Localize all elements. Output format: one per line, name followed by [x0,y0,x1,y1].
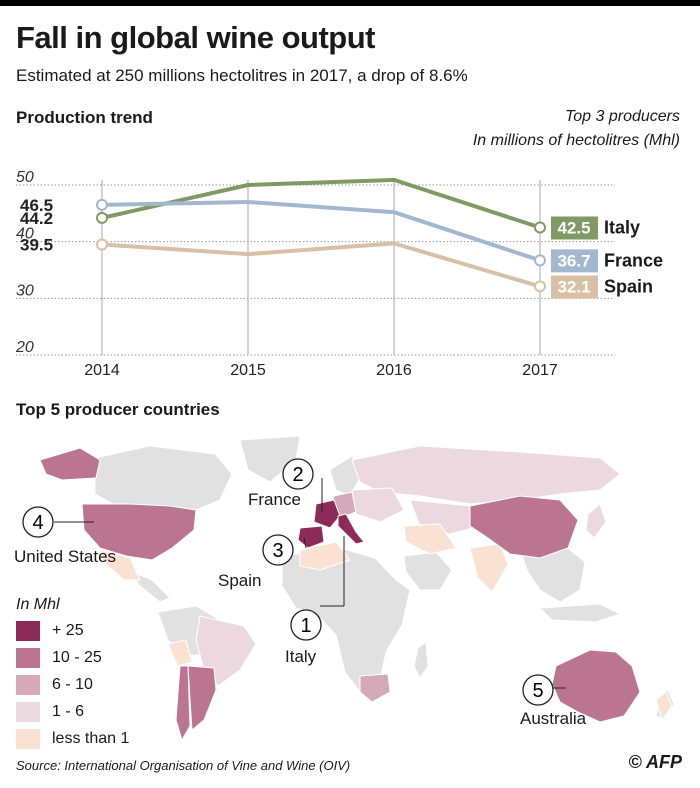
end-label-italy: 42.5 [557,219,590,238]
page-subtitle: Estimated at 250 millions hectolitres in… [16,66,468,85]
rank-5: 5 [532,680,543,702]
legend-item-10-25: 10 - 25 [16,647,102,669]
end-label-france: 36.7 [557,251,590,270]
south-africa-shape [359,673,391,703]
chile-shape [175,665,191,742]
legend-swatch [16,648,40,668]
legend-title: In Mhl [16,596,60,613]
madagascar-shape [413,641,429,679]
rank-2: 2 [292,464,303,486]
rank-circle-5 [522,674,554,706]
start-label-spain: 39.5 [20,236,53,255]
label-italy: Italy [285,647,317,666]
legend-swatch [16,702,40,722]
end-label-box-france [551,249,598,273]
japan-shape [585,503,607,539]
production-trend-chart: 20 30 40 50 2014 2015 2016 2017 44.246.5 39.5 42.5… [15,169,663,379]
nz-tint-shape [655,691,673,722]
data-point-spain [534,280,546,293]
legend-swatch [16,621,40,641]
y-tick-label: 50 [16,169,34,186]
rank-1: 1 [300,615,311,637]
series-name-italy: Italy [604,218,640,238]
label-spain: Spain [218,571,261,590]
rank-circle-4 [22,506,54,538]
trend-note-units: In millions of hectolitres (Mhl) [472,132,680,149]
data-point-italy [96,211,108,224]
series-name-france: France [604,250,663,270]
legend-label: 6 - 10 [52,676,93,693]
argentina-shape [187,665,217,732]
x-tick-label: 2017 [522,362,558,379]
label-france: France [248,490,301,509]
data-point-france [534,254,546,267]
page-title: Fall in global wine output [16,20,375,55]
afp-credit: © AFP [628,752,682,772]
label-australia: Australia [520,709,587,728]
start-label-france: 46.5 [20,196,53,215]
y-tick-label: 30 [16,282,34,299]
arabia-shape [403,551,453,591]
y-tick-label: 40 [16,226,34,243]
legend-label: less than 1 [52,730,130,747]
source-note: Source: International Organisation of Vi… [16,758,351,773]
legend-item-6-10: 6 - 10 [16,674,93,696]
series-name-spain: Spain [604,276,653,296]
spain-shape [297,525,325,549]
data-point-france [96,198,108,211]
australia-shape [551,649,641,723]
map-section-title: Top 5 producer countries [16,400,220,419]
x-tick-label: 2015 [230,362,266,379]
rank-circle-2 [282,458,314,490]
y-tick-label: 20 [15,339,34,356]
map-leader-lines [54,478,566,689]
legend-label: 1 - 6 [52,703,85,720]
map-background-land [94,435,675,721]
rank-4: 4 [32,512,43,534]
legend-swatch [16,675,40,695]
label-united-states: United States [14,547,116,566]
indonesia-shape [538,603,622,623]
mexico-shape [99,549,141,581]
rank-circle-1 [290,609,322,641]
top-rule [0,0,700,6]
data-point-italy [534,221,546,234]
start-label-italy: 44.2 [20,209,53,228]
world-map: 2 3 1 4 5 France Spain Italy United Stat… [14,435,675,742]
legend-item-less-than-1: less than 1 [16,728,129,750]
rank-markers: 2 3 1 4 5 [22,458,554,706]
rank-3: 3 [272,540,283,562]
legend-label: 10 - 25 [52,649,102,666]
data-point-spain [96,238,108,251]
series-line-spain [101,241,541,289]
turkey-iran-shape [403,523,457,555]
trend-section-title: Production trend [16,108,153,127]
country-labels: France Spain Italy United States Austral… [14,490,587,728]
legend-label: + 25 [52,622,84,639]
north-africa-shape [299,541,351,571]
india-shape [469,543,509,593]
france-shape [313,499,341,529]
legend-item-25plus: + 25 [16,620,84,642]
end-label-box-italy [551,216,598,240]
alaska-shape [39,447,101,481]
usa-shape [81,503,197,561]
rank-circle-3 [262,534,294,566]
x-tick-label: 2016 [376,362,412,379]
x-tick-label: 2014 [84,362,120,379]
china-shape [469,495,579,559]
legend-item-1-6: 1 - 6 [16,701,84,723]
trend-note-top3: Top 3 producers [564,108,680,125]
peru-shape [167,639,193,667]
italy-shape [337,513,365,545]
series-line-france [101,200,541,263]
canada-shape [94,445,233,511]
end-label-box-spain [551,275,598,299]
end-label-spain: 32.1 [557,277,590,296]
legend-swatch [16,729,40,749]
